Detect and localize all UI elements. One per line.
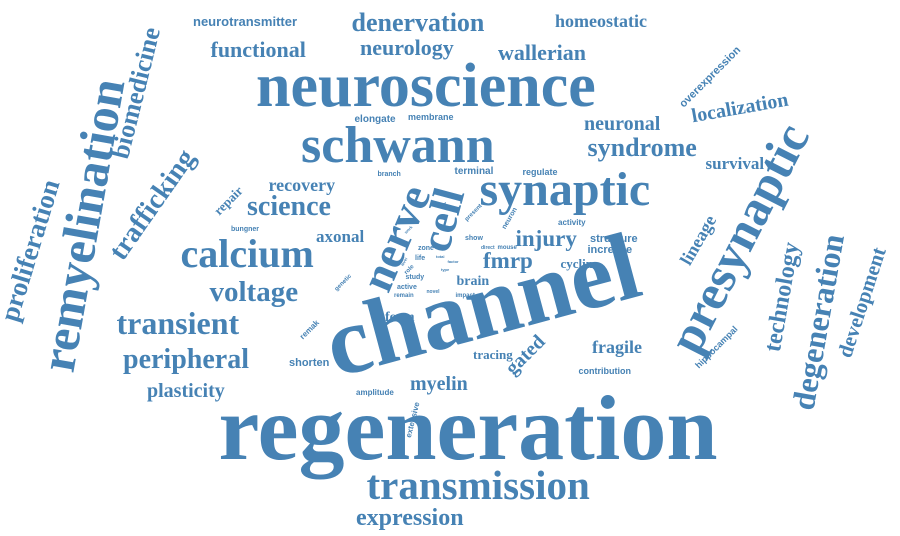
word-synaptic: synaptic [479,163,651,216]
word-survival: survival [705,153,765,173]
word-form: form [385,310,415,325]
word-study: study [405,273,425,281]
word-functional: functional [210,37,306,62]
word-elongate: elongate [354,114,396,125]
word-total: total [436,254,445,259]
word-voltage: voltage [209,275,299,308]
word-repair: repair [210,182,246,218]
word-amplitude: amplitude [356,388,394,397]
word-transmission: transmission [366,461,590,508]
word-zone: zone [418,244,434,252]
word-wallerian: wallerian [498,40,586,65]
word-regulate: regulate [522,166,558,177]
word-band: band [434,201,446,208]
word-activity: activity [558,218,586,227]
word-injury: injury [515,225,577,251]
word-neurotransmitter: neurotransmitter [193,13,298,29]
word-fmrp: fmrp [483,247,533,273]
word-regeneration: regeneration [218,377,718,479]
word-expression: expression [356,505,464,531]
word-show: show [465,234,483,242]
word-direct: direct [481,244,495,251]
word-increase: increase [587,243,633,256]
word-peripheral: peripheral [123,344,249,375]
word-life: life [415,254,426,262]
word-neuronal: neuronal [584,113,661,135]
word-fragile: fragile [592,337,642,357]
word-terminal: terminal [454,166,494,177]
word-factor: factor [447,259,459,264]
word-denervation: denervation [351,8,485,37]
word-recovery: recovery [268,175,336,195]
word-structure: structure [590,232,638,245]
word-transient: transient [116,305,240,341]
word-branch: branch [377,170,401,178]
word-remak: remak [297,318,321,342]
word-impact: impact [455,293,475,299]
word-calcium: calcium [180,231,314,276]
word-syndrome: syndrome [587,133,697,162]
word-tracing: tracing [473,346,513,362]
word-shorten: shorten [289,356,330,369]
word-neurology: neurology [360,35,454,60]
word-cyclin: cyclin [560,255,594,271]
word-homeostatic: homeostatic [555,11,647,31]
word-novel: novel [426,288,440,295]
word-remain: remain [394,293,414,299]
word-myelin: myelin [410,373,468,395]
word-science: science [247,191,331,222]
word-schwann: schwann [301,117,495,174]
word-mouse: mouse [497,245,517,251]
word-plasticity: plasticity [147,380,225,402]
word-brain: brain [456,274,490,289]
word-contribution: contribution [578,365,632,376]
word-axonal: axonal [316,226,365,246]
word-active: active [397,283,417,291]
word-neuroscience: neuroscience [256,52,596,120]
word-bungner: bungner [231,225,259,233]
word-type: type [441,267,450,272]
word-membrane: membrane [408,111,454,122]
